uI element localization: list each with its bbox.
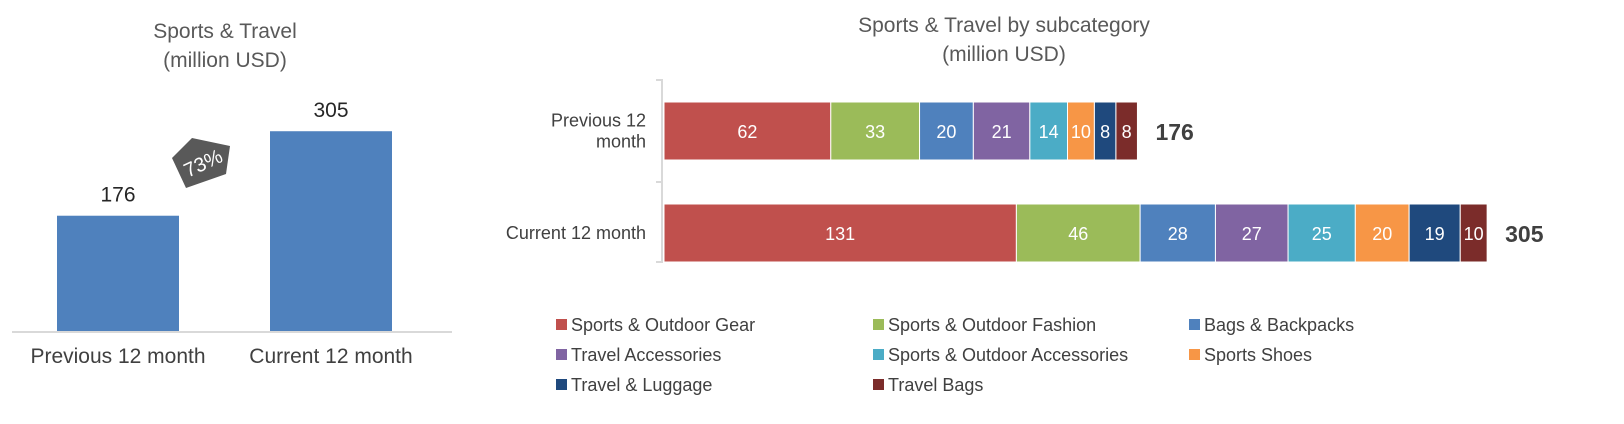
stacked-segment-5	[1287, 203, 1356, 263]
legend-swatch	[556, 349, 567, 360]
row-total-label: 176	[1155, 119, 1193, 145]
segment-value-label: 10	[1071, 122, 1091, 142]
stacked-segment-6	[1067, 101, 1095, 161]
stacked-segment-3	[1139, 203, 1216, 263]
segment-value-label: 28	[1168, 224, 1188, 244]
bar-2	[270, 131, 392, 331]
legend-swatch	[556, 319, 567, 330]
legend-swatch	[873, 319, 884, 330]
segment-value-label: 33	[865, 122, 885, 142]
legend-swatch	[873, 349, 884, 360]
left-chart-subtitle: (million USD)	[163, 49, 287, 72]
segment-value-label: 20	[936, 122, 956, 142]
segment-value-label: 8	[1100, 122, 1110, 142]
right-chart-subtitle: (million USD)	[942, 43, 1066, 66]
right-chart-title: Sports & Travel by subcategory	[858, 14, 1150, 37]
bar-1	[57, 215, 179, 331]
y-tick-label: Current 12 month	[506, 223, 646, 243]
y-tick-label: Previous 12 month	[551, 111, 646, 152]
bar-value-label: 305	[313, 99, 348, 122]
stacked-segment-6	[1354, 203, 1410, 263]
legend-label: Sports & Outdoor Gear	[571, 315, 755, 335]
stacked-segment-4	[1214, 203, 1289, 263]
segment-value-label: 10	[1464, 224, 1484, 244]
segment-value-label: 8	[1122, 122, 1132, 142]
legend-swatch	[873, 379, 884, 390]
segment-value-label: 131	[825, 224, 855, 244]
category-axis	[656, 79, 663, 263]
legend-label: Travel & Luggage	[571, 375, 712, 395]
legend-label: Sports Shoes	[1204, 345, 1312, 365]
segment-value-label: 27	[1242, 224, 1262, 244]
stacked-segment-3	[919, 101, 974, 161]
segment-value-label: 19	[1425, 224, 1445, 244]
stacked-segment-7	[1408, 203, 1461, 263]
growth-badge: 73%	[172, 138, 230, 188]
bar-value-label: 176	[100, 184, 135, 207]
stacked-segment-8	[1115, 101, 1138, 161]
segment-value-label: 62	[737, 122, 757, 142]
total-sales-bar-chart: Sports & Travel (million USD) 176 Previou…	[12, 20, 452, 368]
left-chart-title: Sports & Travel	[153, 20, 297, 43]
stacked-segment-1	[663, 203, 1017, 263]
stacked-segment-1	[663, 101, 832, 161]
segment-value-label: 46	[1068, 224, 1088, 244]
legend-swatch	[556, 379, 567, 390]
legend-swatch	[1189, 349, 1200, 360]
segment-value-label: 14	[1039, 122, 1059, 142]
legend-label: Sports & Outdoor Fashion	[888, 315, 1096, 335]
segment-value-label: 21	[992, 122, 1012, 142]
x-tick-label: Current 12 month	[249, 345, 412, 368]
segment-value-label: 25	[1312, 224, 1332, 244]
legend-swatch	[1189, 319, 1200, 330]
x-tick-label: Previous 12 month	[30, 345, 205, 368]
legend-label: Travel Accessories	[571, 345, 721, 365]
legend-label: Bags & Backpacks	[1204, 315, 1354, 335]
stacked-segment-5	[1029, 101, 1069, 161]
stacked-segment-2	[1015, 203, 1141, 263]
row-total-label: 305	[1505, 221, 1544, 247]
stacked-segment-4	[972, 101, 1031, 161]
subcategory-stacked-bar-chart: Sports & Travel by subcategory (million …	[506, 14, 1544, 395]
legend-label: Sports & Outdoor Accessories	[888, 345, 1128, 365]
growth-badge-shape	[172, 138, 230, 188]
segment-value-label: 20	[1372, 224, 1392, 244]
legend-label: Travel Bags	[888, 375, 983, 395]
stacked-segment-8	[1459, 203, 1488, 263]
